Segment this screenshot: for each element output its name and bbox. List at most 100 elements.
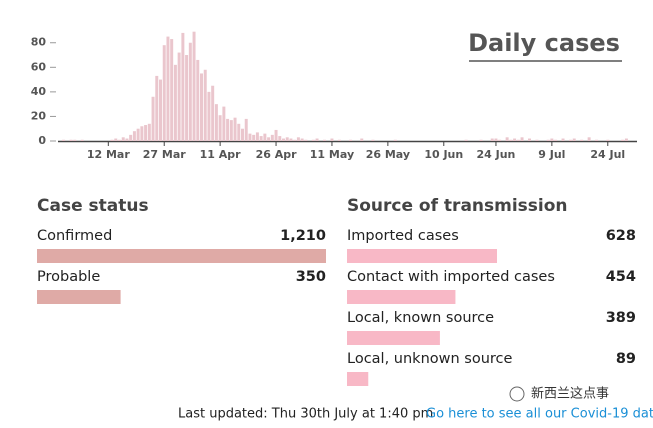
section-title: Source of transmission (347, 196, 568, 216)
bar (371, 139, 375, 141)
x-tick-label: 26 Apr (256, 148, 298, 161)
bar (278, 136, 282, 141)
bar (229, 120, 233, 141)
footer-link[interactable]: Go here to see all our Covid-19 data (426, 407, 653, 422)
bar (490, 138, 494, 141)
row-label: Imported cases (347, 228, 459, 244)
chart-title: Daily cases (468, 29, 620, 57)
y-tick-label: 80 (31, 36, 47, 49)
row-label: Probable (37, 269, 100, 285)
bar (330, 138, 334, 141)
bar (151, 96, 155, 141)
value-label: 389 (606, 310, 636, 326)
bar (554, 139, 558, 141)
watermark: 新西兰这点事 (531, 386, 609, 402)
value-label: 628 (606, 228, 636, 244)
y-tick-label: 60 (31, 60, 47, 73)
bar (125, 138, 129, 141)
bar (129, 134, 133, 141)
x-tick-label: 12 Mar (87, 148, 131, 161)
bar (479, 139, 483, 141)
bar (270, 134, 274, 141)
bar (285, 137, 289, 141)
bar (259, 136, 263, 141)
bar (580, 139, 584, 141)
row-label: Local, unknown source (347, 351, 513, 367)
bar (118, 139, 121, 141)
bar (188, 42, 192, 141)
bar (535, 139, 539, 141)
bar (207, 91, 211, 141)
bar (241, 128, 244, 141)
bar (393, 139, 397, 141)
x-tick-label: 11 May (310, 148, 354, 161)
bar (173, 64, 177, 141)
bar (136, 128, 140, 141)
bar (162, 45, 166, 142)
bar (263, 133, 267, 141)
row-label: Local, known source (347, 310, 494, 326)
bar (181, 32, 185, 142)
bar (546, 139, 550, 141)
bar (267, 137, 271, 141)
bar (214, 104, 218, 141)
bar (274, 129, 278, 141)
y-tick-label: 0 (38, 134, 46, 147)
bar (624, 138, 628, 141)
bar (289, 138, 293, 141)
watermark-icon (509, 386, 525, 402)
y-tick-label: 40 (31, 85, 47, 98)
x-tick-label: 11 Apr (200, 148, 242, 161)
bar (132, 131, 136, 141)
bar (203, 69, 207, 141)
bar (606, 139, 610, 141)
bar (144, 125, 148, 141)
bar (282, 138, 285, 141)
bar (347, 372, 369, 386)
row-label: Confirmed (37, 228, 112, 244)
bar (252, 134, 256, 141)
bar (323, 139, 326, 141)
bar (360, 138, 364, 141)
x-tick-label: 10 Jun (424, 148, 463, 161)
bar (520, 137, 524, 141)
x-tick-label: 9 Jul (538, 148, 565, 161)
bar (218, 115, 222, 141)
bar (621, 139, 625, 141)
bar (550, 138, 554, 141)
x-tick-label: 24 Jun (477, 148, 516, 161)
bar (80, 139, 84, 141)
bar (569, 139, 572, 141)
bar (37, 249, 326, 263)
bar (347, 331, 440, 345)
bar (121, 137, 125, 141)
bar (337, 139, 341, 141)
bar (300, 138, 304, 141)
bar (69, 139, 73, 141)
x-tick-label: 24 Jul (590, 148, 625, 161)
bar (509, 139, 513, 141)
value-label: 350 (296, 269, 326, 285)
x-tick-label: 27 Mar (143, 148, 187, 161)
bar (505, 137, 509, 141)
bar (248, 133, 252, 141)
bar (196, 59, 200, 141)
row-label: Contact with imported cases (347, 269, 555, 285)
bar (185, 55, 189, 141)
bar (140, 126, 144, 141)
bar (233, 117, 237, 141)
bar (155, 75, 159, 141)
value-label: 1,210 (280, 228, 326, 244)
bar (244, 118, 248, 141)
bar (222, 106, 226, 141)
value-label: 454 (606, 269, 636, 285)
bar (200, 73, 203, 141)
bar (177, 52, 181, 141)
bar (498, 139, 502, 141)
bar (159, 79, 162, 141)
bar (347, 290, 456, 304)
bar (211, 85, 215, 141)
bar (166, 36, 170, 141)
bar (494, 138, 498, 141)
